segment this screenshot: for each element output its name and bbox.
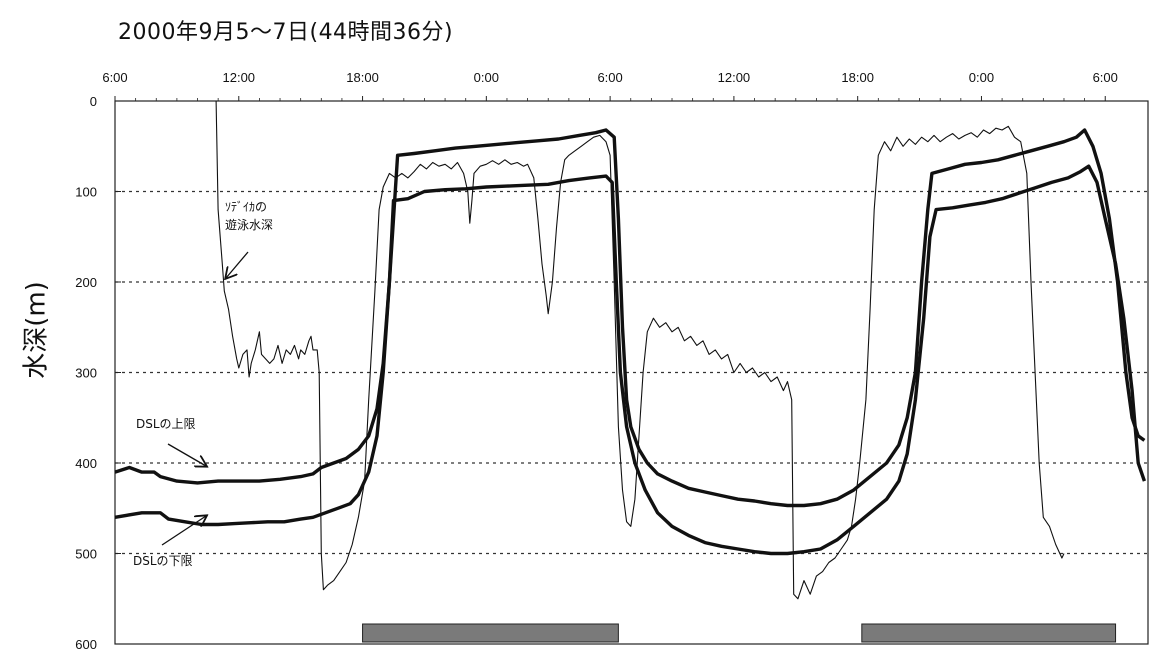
annotation-text-1-0: DSLの上限 xyxy=(136,417,196,431)
series-line-2 xyxy=(114,164,1147,556)
annotation-arrow-2 xyxy=(161,516,206,546)
y-tick-label-0: 0 xyxy=(90,94,97,109)
x-tick-label-0: 6:00 xyxy=(102,70,127,85)
x-tick-label-1: 12:00 xyxy=(223,70,256,85)
y-tick-label-600: 600 xyxy=(75,637,97,652)
x-tick-label-3: 0:00 xyxy=(474,70,499,85)
y-tick-label-100: 100 xyxy=(75,185,97,200)
chart-title: 2000年9月5～7日(44時間36分) xyxy=(118,20,454,45)
night-bar-0 xyxy=(362,623,619,643)
annotation-text-0-1: 遊泳水深 xyxy=(225,217,273,232)
y-tick-label-300: 300 xyxy=(75,366,97,381)
annotation-text-0-0: ｿﾃﾞｲｶの xyxy=(225,200,267,214)
x-tick-label-5: 12:00 xyxy=(718,70,751,85)
annotation-arrow-0 xyxy=(226,251,249,278)
y-tick-label-500: 500 xyxy=(75,547,97,562)
series-line-1 xyxy=(114,128,1146,508)
annotation-text-2-0: DSLの下限 xyxy=(133,554,193,568)
x-tick-label-6: 18:00 xyxy=(841,70,874,85)
y-tick-label-200: 200 xyxy=(75,275,97,290)
x-tick-label-2: 18:00 xyxy=(346,70,379,85)
x-tick-label-4: 6:00 xyxy=(597,70,622,85)
x-tick-label-8: 6:00 xyxy=(1093,70,1118,85)
x-tick-label-7: 0:00 xyxy=(969,70,994,85)
y-tick-label-400: 400 xyxy=(75,456,97,471)
night-bar-1 xyxy=(861,623,1117,643)
annotation-arrow-1 xyxy=(167,443,206,466)
series-line-0 xyxy=(215,100,1065,600)
